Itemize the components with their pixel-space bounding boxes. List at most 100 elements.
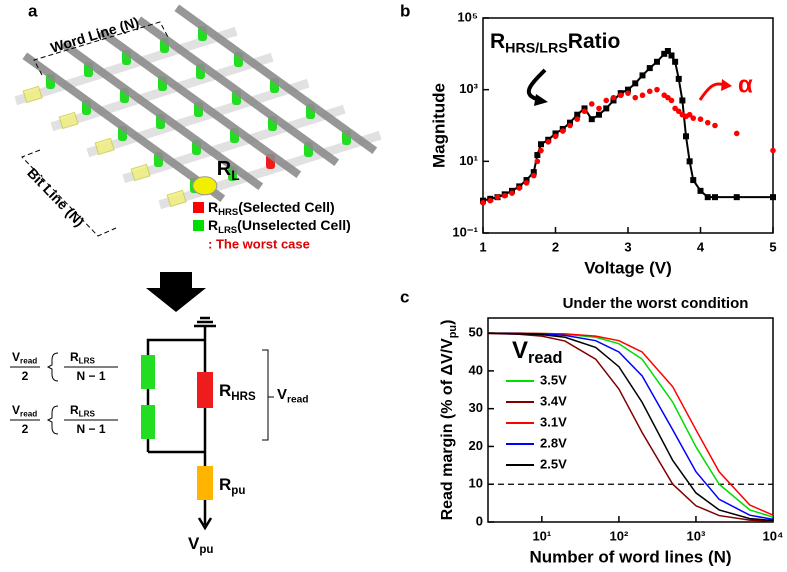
- label-part: read: [528, 350, 562, 368]
- point: [733, 194, 740, 201]
- label-part: R: [219, 475, 231, 494]
- point: [683, 133, 689, 140]
- point: [501, 192, 508, 199]
- label-part: LRS: [79, 410, 96, 419]
- label-part: V: [12, 350, 20, 364]
- label: Vread: [277, 386, 309, 405]
- brace: [46, 352, 59, 382]
- point: [675, 108, 682, 115]
- label-part: read: [287, 394, 309, 405]
- label-part: L: [231, 167, 239, 182]
- point: [733, 130, 740, 137]
- legend-label: 3.4V: [540, 393, 567, 408]
- point: [588, 116, 595, 123]
- point: [596, 111, 602, 118]
- fraction-den: 2: [22, 422, 29, 436]
- point: [770, 147, 776, 154]
- annotation-arrow: [721, 79, 732, 91]
- label-part: HRS/LRS: [505, 40, 568, 56]
- x-tick-label: 2: [552, 239, 559, 254]
- legend-swatch: [193, 220, 204, 231]
- point: [523, 180, 530, 186]
- point: [639, 72, 646, 79]
- label-part: V: [512, 337, 528, 364]
- legend-label: 3.5V: [540, 372, 567, 387]
- series-line: [487, 332, 774, 522]
- note: : The worst case: [208, 236, 310, 251]
- wire: [146, 338, 205, 452]
- plot-frame: [487, 317, 774, 523]
- annotation: α: [738, 71, 753, 98]
- lrs-resistor: [141, 405, 155, 439]
- point: [480, 199, 486, 206]
- y-tick-label: 40: [469, 362, 483, 377]
- word-line: [122, 104, 346, 184]
- label-part: pu: [231, 485, 245, 497]
- point: [530, 172, 537, 179]
- y-tick-label: 10: [469, 476, 483, 491]
- point: [567, 122, 573, 129]
- point: [625, 86, 631, 93]
- label: Rpu: [219, 475, 245, 497]
- panel-label: b: [400, 1, 410, 20]
- point: [690, 177, 697, 184]
- point: [603, 105, 610, 112]
- label-part: HRS: [231, 391, 256, 403]
- label-part: Read margin (% of ΔV/V: [439, 338, 456, 521]
- bit-line: [98, 28, 302, 179]
- point: [632, 80, 639, 87]
- point: [534, 158, 541, 165]
- fraction-den: N − 1: [76, 422, 105, 436]
- point: [509, 190, 515, 196]
- point: [574, 116, 581, 122]
- y-tick-label: 20: [469, 438, 483, 453]
- point: [686, 158, 693, 165]
- point: [686, 111, 693, 118]
- bracket: [33, 21, 169, 76]
- label-part: pu: [199, 544, 213, 556]
- label: RLRS(Unselected Cell): [208, 217, 351, 236]
- label: RLRS: [70, 403, 96, 419]
- fraction-den: N − 1: [76, 369, 105, 383]
- label-part: V: [12, 403, 20, 417]
- x-axis-label: Voltage (V): [584, 258, 672, 277]
- point: [654, 86, 660, 93]
- label-part: R: [208, 217, 218, 233]
- point: [646, 88, 653, 95]
- label-part: (Selected Cell): [238, 199, 334, 215]
- point: [770, 194, 776, 201]
- point: [610, 94, 617, 101]
- legend-label: 3.1V: [540, 414, 567, 429]
- y-tick-label: 0: [476, 513, 483, 528]
- point: [712, 122, 718, 129]
- point: [704, 119, 711, 126]
- pullup-cell: [130, 163, 151, 182]
- bit-line: [22, 52, 226, 203]
- point: [487, 197, 494, 204]
- y-tick-label: 10¹: [459, 153, 478, 168]
- annotation-arrow: [534, 94, 548, 106]
- point: [617, 92, 624, 99]
- point: [538, 147, 544, 154]
- y-tick-label: 10³: [459, 81, 478, 96]
- point: [639, 92, 646, 99]
- label-part: Ratio: [568, 30, 621, 53]
- y-tick-label: 10⁵: [457, 9, 478, 24]
- pullup-cell: [166, 189, 187, 208]
- legend-label: 2.5V: [540, 456, 567, 471]
- label: Vread: [12, 403, 37, 419]
- x-tick-label: 1: [479, 239, 486, 254]
- label-part: R: [208, 199, 218, 215]
- pullup-resistor: [197, 466, 213, 500]
- label-part: LRS: [79, 357, 96, 366]
- point: [574, 111, 581, 118]
- point: [516, 185, 523, 191]
- x-axis-label: Number of word lines (N): [529, 547, 731, 566]
- point: [494, 194, 501, 200]
- point: [545, 139, 552, 145]
- legend-swatch: [193, 202, 204, 213]
- label-part: (Unselected Cell): [237, 217, 351, 233]
- y-tick-label: 50: [469, 325, 483, 340]
- point: [581, 105, 588, 112]
- label-part: R: [70, 403, 79, 417]
